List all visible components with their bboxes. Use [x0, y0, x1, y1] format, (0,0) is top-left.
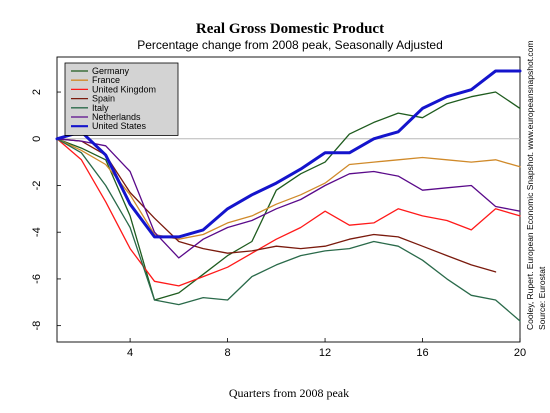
x-tick-label: 4	[127, 347, 133, 359]
legend-label-italy: Italy	[92, 103, 109, 113]
legend-label-france: France	[92, 75, 120, 85]
series-line-italy	[56, 138, 521, 322]
series-line-germany	[56, 91, 521, 301]
legend-label-netherlands: Netherlands	[92, 112, 141, 122]
series-line-netherlands	[56, 138, 521, 259]
x-tick-label: 20	[514, 347, 526, 359]
y-tick-label: -2	[31, 181, 43, 191]
x-tick-label: 8	[225, 347, 231, 359]
x-tick-label: 12	[319, 347, 331, 359]
source-text: Source: Eurostat	[537, 266, 547, 330]
legend-label-united-states: United States	[92, 121, 147, 131]
credit-text: Cooley, Rupert. European Economic Snapsh…	[525, 41, 535, 330]
series-line-united-states	[55, 69, 522, 239]
y-tick-label: -8	[31, 321, 43, 331]
series-line-france	[56, 138, 521, 240]
chart-subtitle: Percentage change from 2008 peak, Season…	[137, 38, 443, 52]
y-tick-label: -6	[31, 274, 43, 284]
legend-label-united-kingdom: United Kingdom	[92, 84, 156, 94]
y-tick-label: 0	[31, 136, 43, 142]
x-axis-label: Quarters from 2008 peak	[229, 386, 349, 400]
legend-label-spain: Spain	[92, 94, 115, 104]
series-line-united-kingdom	[56, 138, 521, 287]
series-line-spain	[56, 138, 497, 273]
chart-title: Real Gross Domestic Product	[196, 21, 384, 37]
plot-area	[56, 56, 521, 343]
legend-label-germany: Germany	[92, 66, 130, 76]
y-tick-label: 2	[31, 89, 43, 95]
x-tick-label: 16	[416, 347, 428, 359]
y-tick-label: -4	[31, 227, 43, 237]
